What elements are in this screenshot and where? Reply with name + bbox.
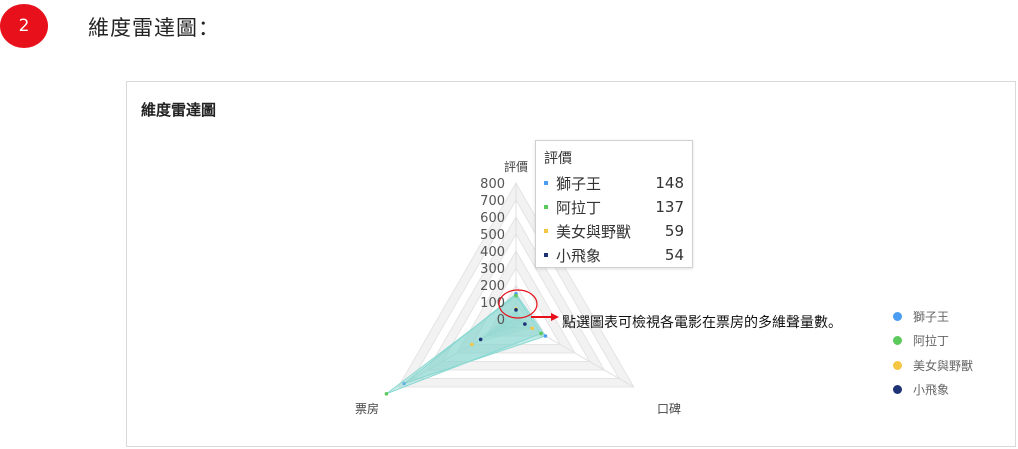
step-number-badge: 2 [0, 4, 48, 48]
radar-tick-labels: 800 700 600 500 400 300 200 100 0 [480, 177, 505, 328]
series-color-dot [544, 205, 548, 209]
series-color-dot [544, 229, 548, 233]
legend-item-lion-king[interactable]: 獅子王 [893, 304, 973, 329]
annotation-arrow [531, 313, 559, 321]
tooltip-row: 阿拉丁 137 [544, 195, 684, 219]
annotation-text: 點選圖表可檢視各電影在票房的多維聲量數。 [562, 315, 842, 331]
tooltip-series-value: 59 [664, 222, 684, 240]
radar-tick-label: 600 [480, 211, 505, 226]
tooltip-row: 小飛象 54 [544, 243, 684, 267]
tooltip-series-name: 美女與野獸 [556, 222, 632, 241]
legend-dot [893, 336, 902, 346]
radar-data-point [514, 293, 518, 298]
tooltip-series-value: 137 [655, 198, 684, 216]
tooltip-series-name: 阿拉丁 [556, 198, 602, 217]
legend-dot [893, 360, 902, 370]
chart-legend: 獅子王 阿拉丁 美女與野獸 小飛象 [893, 304, 973, 402]
legend-label: 美女與野獸 [913, 358, 974, 373]
radar-axis-label: 口碑 [657, 401, 681, 416]
radar-tick-label: 0 [497, 313, 505, 328]
radar-data-point [470, 342, 474, 347]
chart-tooltip: 評價 獅子王 148 阿拉丁 137 美女與野獸 59 小飛象 54 [535, 140, 693, 268]
step-heading: 維度雷達圖： [88, 16, 220, 40]
radar-data-point [530, 326, 534, 331]
series-color-dot [544, 253, 548, 257]
radar-chart-card: 維度雷達圖 800 700 600 500 400 300 200 100 0 評價票房 口碑 評… [126, 81, 1016, 447]
radar-data-point [514, 308, 518, 312]
legend-dot [893, 385, 902, 395]
tooltip-series-value: 54 [664, 246, 684, 264]
tooltip-series-name: 獅子王 [556, 174, 602, 193]
radar-axis-label: 票房 [355, 401, 379, 416]
legend-label: 阿拉丁 [913, 334, 950, 349]
radar-data-point [523, 322, 527, 326]
radar-data-point [539, 331, 543, 336]
tooltip-row: 美女與野獸 59 [544, 219, 684, 243]
radar-data-point [543, 334, 548, 338]
radar-axis-label: 評價 [504, 159, 528, 174]
radar-tick-label: 200 [480, 279, 505, 294]
series-color-dot [544, 181, 548, 185]
tooltip-title: 評價 [544, 151, 572, 167]
legend-item-aladdin[interactable]: 阿拉丁 [893, 329, 973, 354]
radar-data-point [478, 337, 483, 342]
radar-data-point [384, 392, 389, 396]
legend-item-beauty-and-the-beast[interactable]: 美女與野獸 [893, 353, 973, 378]
radar-tick-label: 300 [480, 262, 505, 277]
tooltip-series-value: 148 [655, 174, 684, 192]
tooltip-row: 獅子王 148 [544, 171, 684, 195]
card-title: 維度雷達圖 [141, 101, 217, 119]
radar-tick-label: 100 [480, 296, 505, 311]
radar-tick-label: 400 [480, 245, 505, 260]
legend-dot [893, 311, 902, 321]
radar-tick-label: 700 [480, 194, 505, 209]
radar-tick-label: 500 [480, 228, 505, 243]
radar-data-point [402, 381, 406, 386]
radar-series-area [386, 294, 542, 395]
legend-item-dumbo[interactable]: 小飛象 [893, 378, 973, 403]
highlight-circle [498, 289, 538, 319]
radar-axis-line [397, 318, 517, 388]
tooltip-series-name: 小飛象 [556, 246, 602, 265]
radar-axis-line [515, 318, 635, 388]
radar-tick-label: 800 [480, 177, 505, 192]
legend-label: 獅子王 [913, 309, 950, 324]
legend-label: 小飛象 [913, 383, 950, 398]
